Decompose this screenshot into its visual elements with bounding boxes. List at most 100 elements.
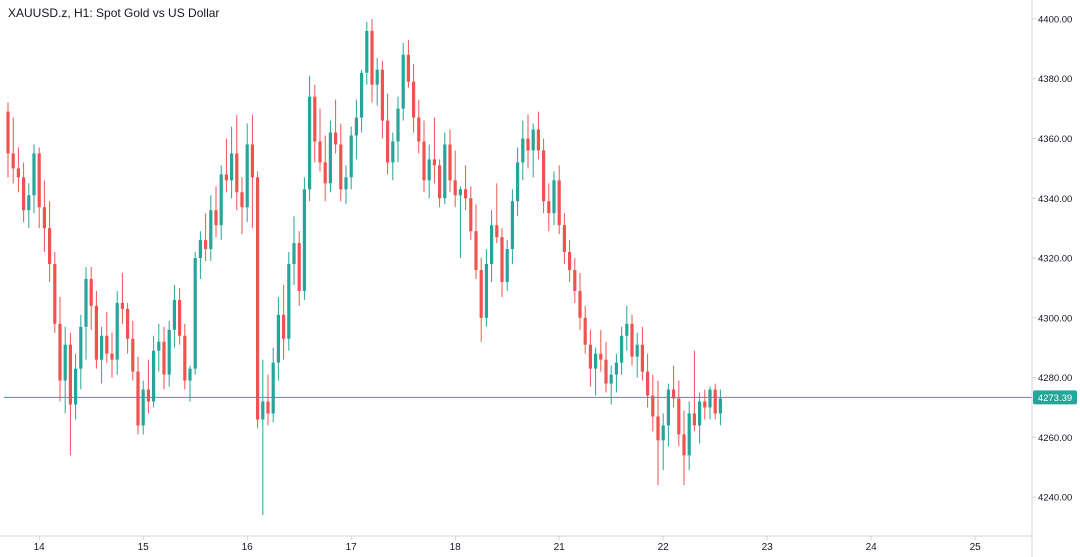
candle	[370, 18, 374, 103]
candle-body	[141, 389, 145, 426]
candle	[417, 99, 421, 154]
x-tick-label: 21	[554, 542, 566, 553]
candle	[578, 272, 582, 330]
candle	[344, 165, 348, 205]
candle	[360, 69, 364, 133]
candle	[625, 305, 629, 351]
candle	[495, 183, 499, 244]
candle	[422, 120, 426, 193]
candle-body	[162, 341, 166, 375]
candle-body	[438, 165, 442, 199]
candle	[531, 123, 535, 178]
candle	[328, 120, 332, 193]
candle-body	[152, 350, 156, 402]
candle-body	[479, 270, 483, 318]
candle	[167, 320, 171, 387]
candle	[682, 410, 686, 486]
candle	[209, 195, 213, 262]
candle	[152, 335, 156, 408]
candle-body	[172, 299, 176, 330]
candle-body	[500, 237, 504, 282]
candle	[339, 123, 343, 202]
candle-body	[375, 69, 379, 85]
candle-body	[250, 144, 254, 178]
y-tick-label: 4320.00	[1038, 254, 1072, 265]
candle	[11, 117, 15, 184]
candle	[672, 365, 676, 408]
candle	[79, 314, 83, 390]
y-tick-label: 4380.00	[1038, 74, 1072, 85]
candle	[84, 267, 88, 360]
candle-body	[131, 338, 135, 372]
candle-body	[271, 362, 275, 414]
candle-body	[302, 189, 306, 291]
x-tick-label: 23	[762, 542, 774, 553]
candle	[391, 132, 395, 181]
candle	[178, 287, 182, 345]
candle	[230, 126, 234, 199]
candle-body	[32, 153, 36, 196]
candle	[334, 99, 338, 154]
candle-body	[640, 344, 644, 372]
candle	[656, 380, 660, 486]
candle	[557, 165, 561, 235]
candle	[68, 332, 72, 456]
candle-body	[510, 201, 514, 250]
candle-body	[526, 138, 530, 151]
candle-body	[193, 258, 197, 369]
candle-body	[261, 401, 265, 420]
candle	[635, 332, 639, 378]
candle	[271, 347, 275, 423]
candle-body	[198, 240, 202, 259]
candle-body	[63, 344, 67, 381]
candle	[661, 413, 665, 471]
candle-body	[380, 69, 384, 121]
candle-body	[136, 371, 140, 426]
candle	[354, 99, 358, 160]
candle-body	[110, 353, 114, 360]
current-price-label: 4273.39	[1038, 393, 1072, 404]
candle	[448, 129, 452, 193]
candle	[406, 39, 410, 88]
candle	[432, 117, 436, 184]
candle	[365, 21, 369, 85]
candle-body	[365, 30, 369, 73]
candle-body	[360, 72, 364, 118]
candle-body	[188, 368, 192, 381]
candle	[193, 252, 197, 375]
candles-layer	[6, 18, 722, 516]
candle-body	[583, 317, 587, 345]
candle	[126, 302, 130, 354]
candle-body	[552, 180, 556, 214]
candle	[464, 165, 468, 211]
candle	[438, 159, 442, 208]
candle	[58, 296, 62, 402]
candle-body	[214, 210, 218, 226]
candle	[256, 171, 260, 429]
candle	[412, 63, 416, 133]
candle-body	[698, 401, 702, 426]
candle-body	[349, 135, 353, 178]
candle-body	[531, 129, 535, 151]
candle-body	[406, 54, 410, 82]
candle	[458, 186, 462, 259]
candle	[609, 365, 613, 405]
candle-body	[11, 153, 15, 169]
y-tick-label: 4360.00	[1038, 134, 1072, 145]
candle-body	[94, 305, 98, 360]
candle-body	[547, 201, 551, 214]
candle	[375, 57, 379, 106]
candle-body	[604, 359, 608, 384]
candle	[224, 138, 228, 193]
candle-body	[230, 153, 234, 181]
candle-body	[453, 180, 457, 196]
candle-body	[183, 335, 187, 381]
candle-body	[391, 141, 395, 163]
candle	[588, 329, 592, 387]
candle-body	[417, 117, 421, 142]
candle-body	[84, 278, 88, 327]
candle-body	[37, 153, 41, 208]
candle-body	[209, 210, 213, 250]
candle	[266, 374, 270, 426]
